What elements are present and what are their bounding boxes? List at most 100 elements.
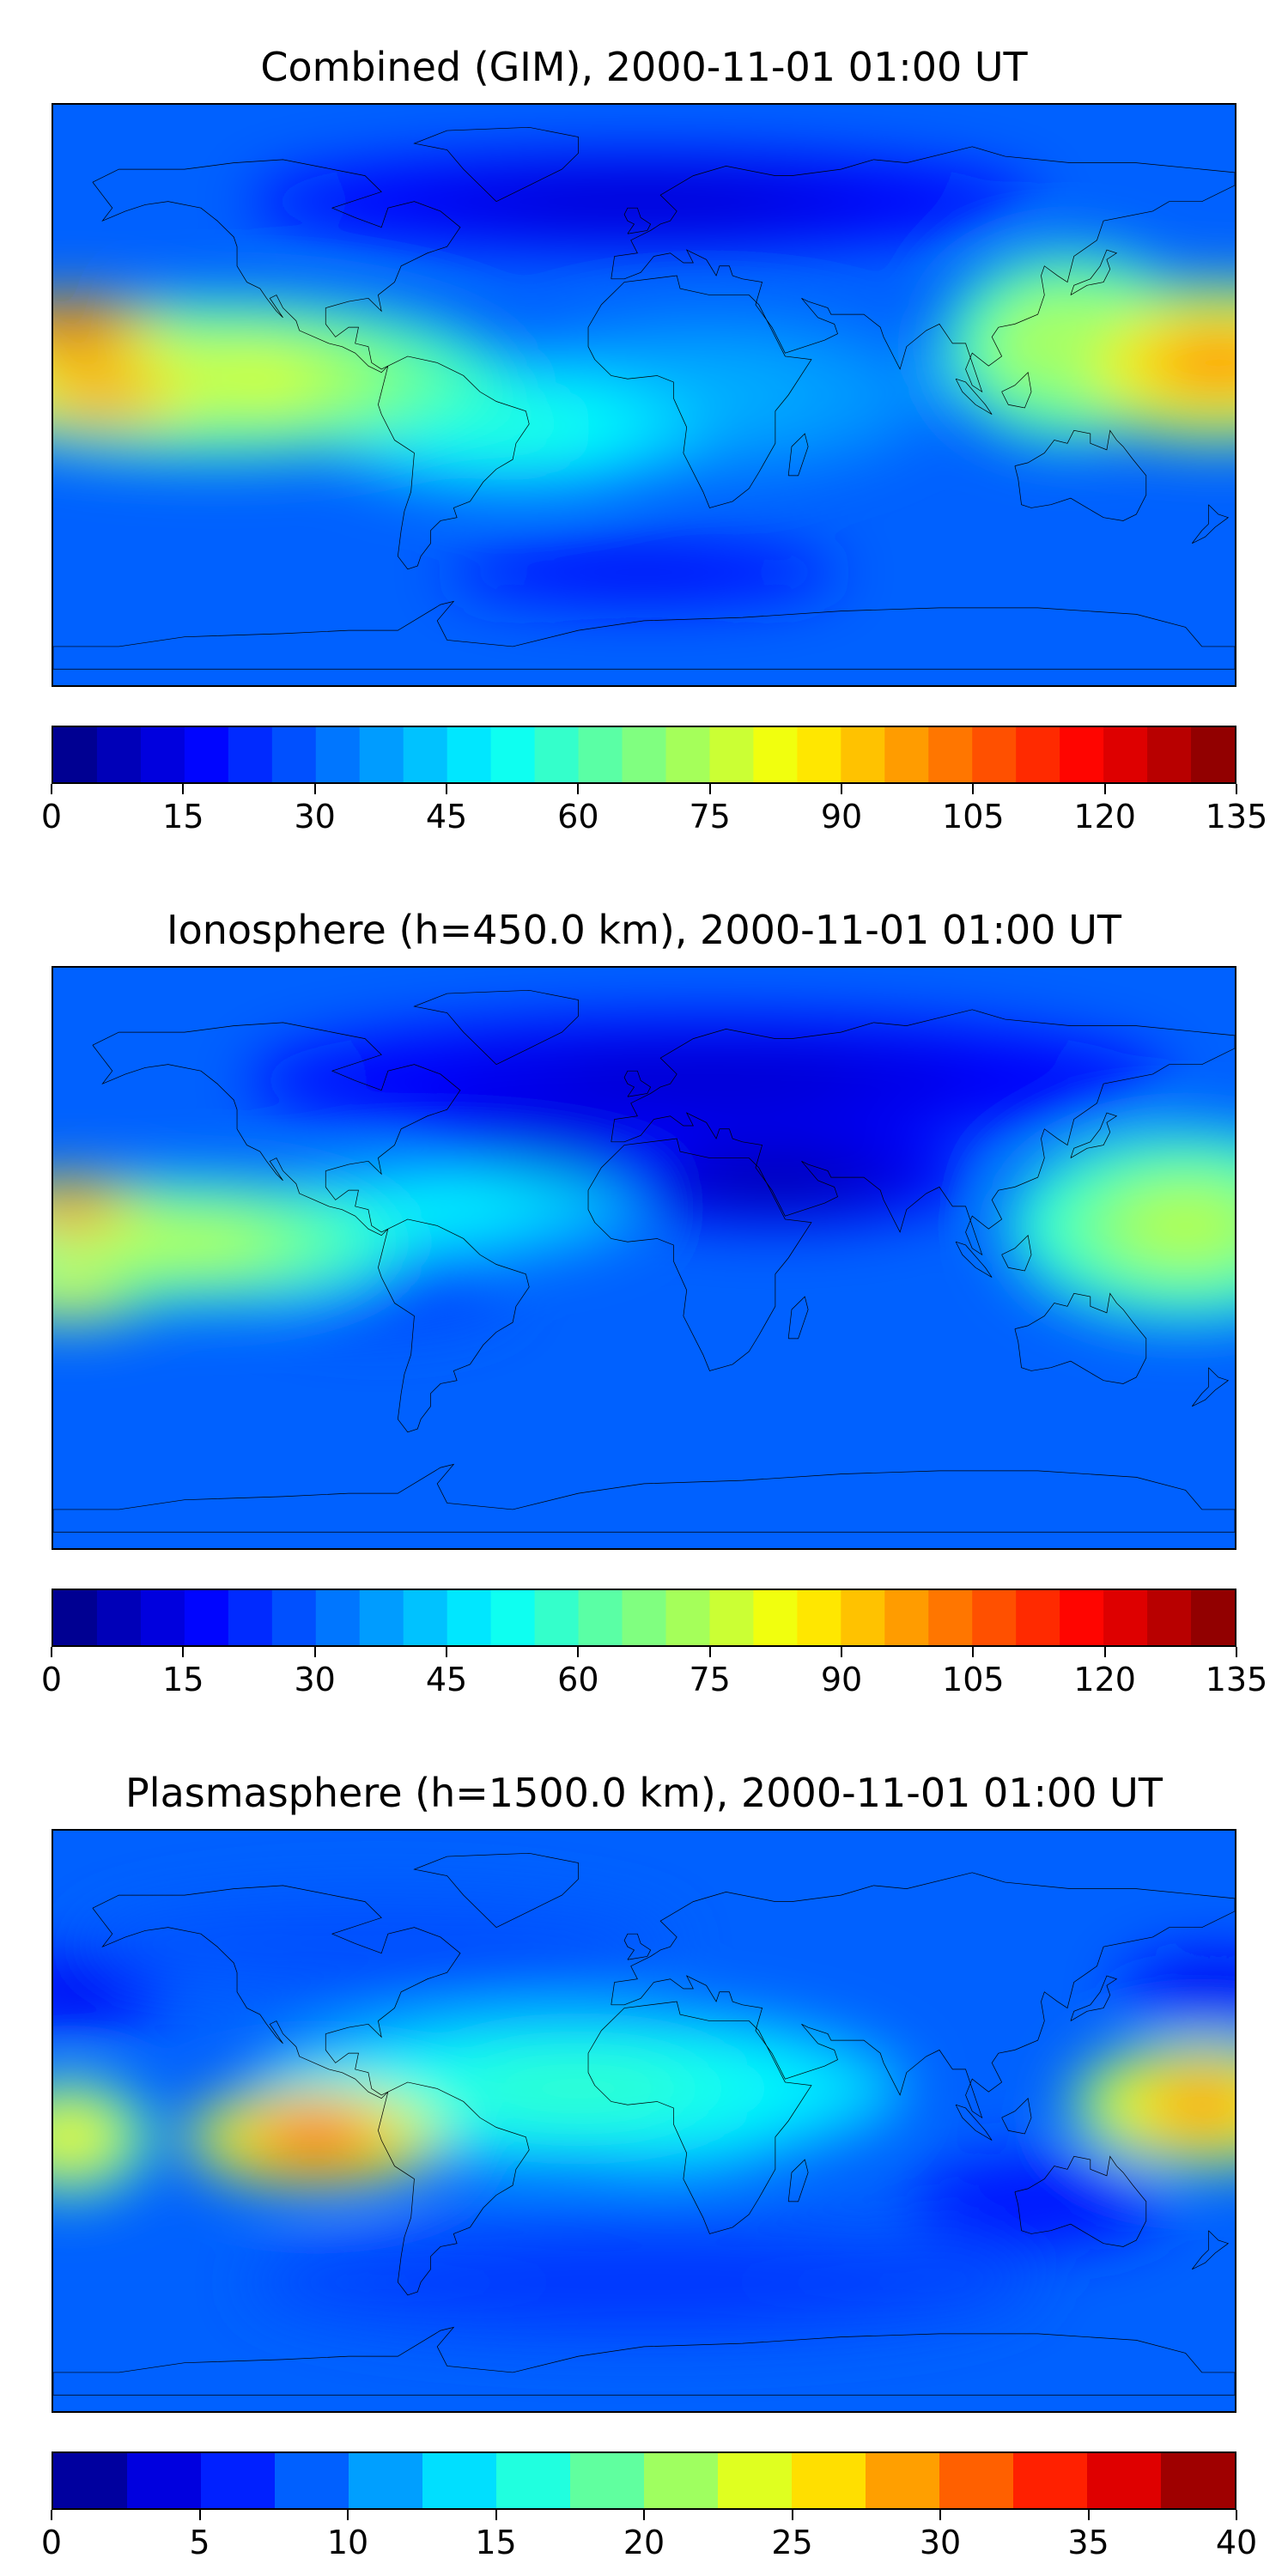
colorbar-level	[1191, 1590, 1235, 1645]
coastline	[1071, 250, 1117, 295]
colorbar-tick-label: 135	[1205, 798, 1268, 835]
colorbar-level	[939, 2453, 1014, 2508]
colorbar-tick	[182, 784, 185, 794]
colorbar-level	[972, 1590, 1017, 1645]
coastline	[1002, 1236, 1031, 1271]
colorbar-level	[753, 1590, 798, 1645]
colorbar-level	[841, 727, 885, 782]
colorbar-level	[753, 727, 798, 782]
colorbar-level	[447, 1590, 492, 1645]
tec-contour	[53, 1978, 104, 2006]
colorbar-level	[534, 727, 580, 782]
tec-contour	[270, 2119, 361, 2155]
colorbar-level	[1060, 1590, 1104, 1645]
colorbar-tick	[446, 1647, 447, 1657]
colorbar-ticks-ionosphere: 0 15 30 45 60 75 90 105 120 135	[41, 1647, 1267, 1698]
coastline	[1192, 1368, 1228, 1406]
colorbar-level	[709, 1590, 754, 1645]
colorbar-level	[422, 2453, 497, 2508]
colorbar-tick	[643, 2510, 645, 2520]
coastline	[1002, 2099, 1031, 2134]
colorbar-level	[271, 727, 317, 782]
colorbar-tick-label: 75	[689, 798, 731, 835]
colorbar-tick	[182, 1647, 185, 1657]
colorbar-level	[184, 727, 229, 782]
tec-contour	[53, 2117, 98, 2157]
colorbar-tick-label: 25	[771, 2524, 813, 2561]
colorbar-level	[718, 2453, 793, 2508]
colorbar-ticks-combined: 0 15 30 45 60 75 90 105 120 135	[41, 784, 1267, 835]
colorbar-level	[644, 2453, 719, 2508]
colorbar-tick	[1236, 2510, 1237, 2520]
colorbar-level	[1016, 727, 1060, 782]
colorbar-level	[315, 1590, 361, 1645]
tec-contour	[708, 1160, 842, 1194]
tec-field-combined	[53, 105, 1235, 685]
colorbar-tick	[446, 784, 447, 794]
colorbar-level	[1087, 2453, 1162, 2508]
coastline	[1192, 2231, 1228, 2269]
colorbar-tick-label: 90	[820, 1661, 863, 1698]
colorbar-level	[359, 727, 404, 782]
coastline	[956, 379, 992, 414]
colorbar-tick	[495, 2510, 497, 2520]
coastline	[788, 1297, 808, 1339]
coastline	[956, 1242, 992, 1277]
coastline	[378, 2082, 529, 2295]
colorbar-tick	[313, 1647, 316, 1657]
colorbar-tick	[577, 1647, 580, 1657]
colorbar-level	[578, 1590, 623, 1645]
colorbar-tick-label: 45	[425, 1661, 468, 1698]
colorbar-tick-label: 120	[1073, 1661, 1136, 1698]
colorbar-level	[1060, 727, 1104, 782]
colorbar-level	[665, 727, 710, 782]
colorbar-tick-label: 75	[689, 1661, 731, 1698]
colorbar-combined	[52, 726, 1236, 784]
tec-contour	[577, 561, 711, 584]
colorbar-level	[1016, 1590, 1060, 1645]
colorbar-tick	[708, 784, 711, 794]
coastline	[53, 1464, 1235, 1532]
tec-contour	[993, 2184, 1083, 2219]
tec-contour	[53, 319, 104, 342]
coastline	[588, 2002, 811, 2233]
coastline	[378, 356, 529, 569]
colorbar-tick-label: 5	[189, 2524, 210, 2561]
colorbar-tick	[1087, 2510, 1090, 2520]
coastline	[1192, 505, 1228, 544]
colorbar-tick-label: 0	[40, 798, 63, 835]
colorbar-level	[665, 1590, 710, 1645]
colorbar-tick-label: 135	[1205, 1661, 1268, 1698]
tec-contour	[1157, 335, 1235, 391]
panel-title-ionosphere: Ionosphere (h=450.0 km), 2000-11-01 01:0…	[167, 907, 1121, 953]
colorbar-tick-label: 35	[1067, 2524, 1109, 2561]
colorbar-tick-label: 20	[623, 2524, 665, 2561]
colorbar-tick-label: 105	[942, 798, 1005, 835]
colorbar-level	[622, 727, 666, 782]
colorbar-tick-label: 15	[475, 2524, 517, 2561]
tec-contour	[1124, 1193, 1235, 1259]
colorbar-level	[359, 1590, 404, 1645]
map-plasmasphere	[52, 1829, 1236, 2413]
colorbar-level	[1103, 1590, 1148, 1645]
colorbar-level	[1103, 727, 1148, 782]
colorbar-tick-label: 0	[40, 1661, 63, 1698]
coastline	[1071, 1113, 1117, 1158]
colorbar-tick	[198, 2510, 201, 2520]
map-combined	[52, 103, 1236, 687]
coastline	[93, 1023, 460, 1236]
coastline	[53, 601, 1235, 669]
tec-contour	[446, 405, 580, 450]
coastline	[624, 208, 651, 234]
colorbar-tick	[51, 784, 52, 794]
colorbar-level	[1161, 2453, 1235, 2508]
colorbar-level	[271, 1590, 317, 1645]
colorbar-tick-label: 30	[294, 798, 336, 835]
colorbar-tick-label: 60	[557, 798, 599, 835]
colorbar-level	[127, 2453, 202, 2508]
colorbar-tick-label: 105	[942, 1661, 1005, 1698]
colorbar-level	[275, 2453, 349, 2508]
colorbar-tick	[51, 2510, 52, 2520]
colorbar-level	[1147, 1590, 1192, 1645]
colorbar-ticks-plasmasphere: 0 5 10 15 20 25 30 35 40	[41, 2510, 1257, 2561]
